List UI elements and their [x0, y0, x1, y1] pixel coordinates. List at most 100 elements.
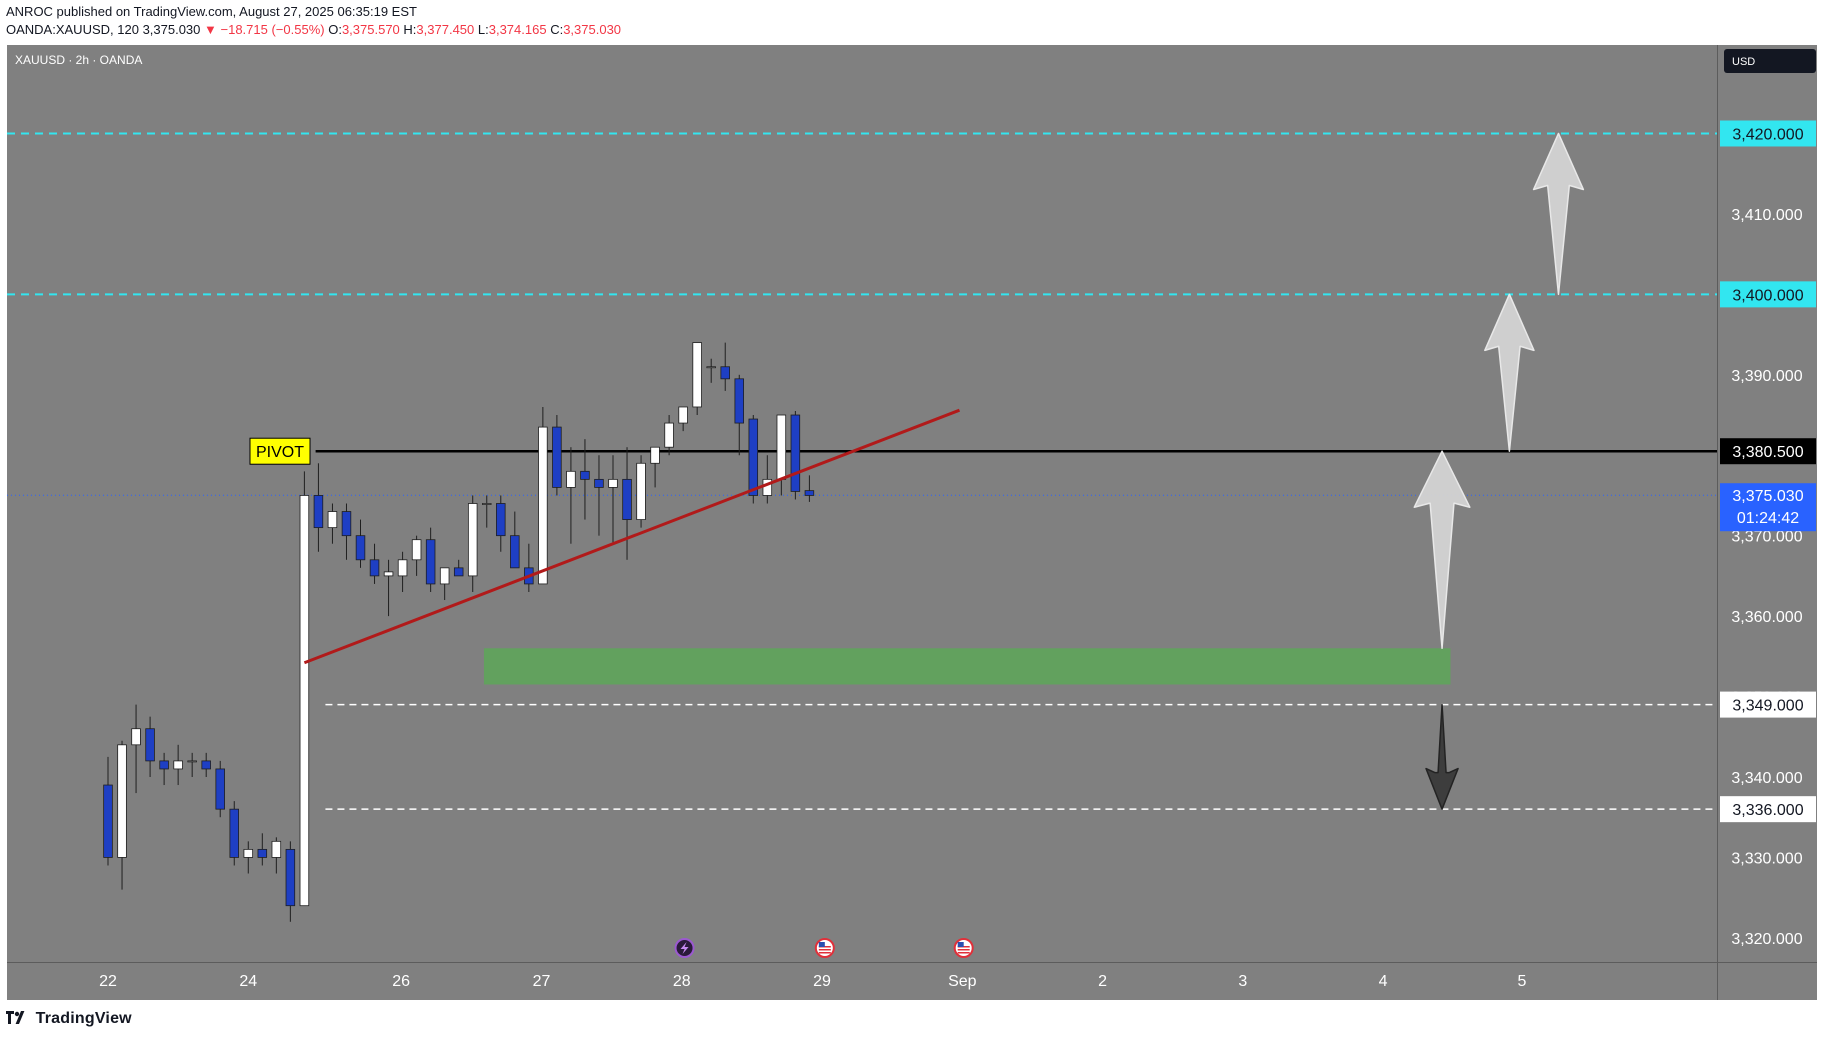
- candle[interactable]: [145, 728, 155, 762]
- publisher-line: ANROC published on TradingView.com, Augu…: [6, 4, 417, 19]
- candle[interactable]: [467, 503, 478, 577]
- candle[interactable]: [622, 478, 632, 520]
- candle[interactable]: [103, 784, 113, 858]
- x-tick-label: 3: [1238, 973, 1247, 990]
- down-arrow-3[interactable]: [1425, 703, 1459, 810]
- level-price-label: 3,349.000: [1732, 698, 1803, 715]
- candle[interactable]: [383, 571, 394, 577]
- candle[interactable]: [411, 539, 422, 561]
- candle[interactable]: [215, 768, 225, 810]
- candle[interactable]: [313, 495, 324, 529]
- candle[interactable]: [678, 406, 688, 424]
- currency-label: USD: [1732, 56, 1755, 68]
- pivot-label-box[interactable]: [249, 437, 311, 465]
- candle[interactable]: [285, 848, 296, 907]
- tradingview-brand: TradingView: [35, 1010, 132, 1027]
- candle[interactable]: [594, 478, 604, 488]
- candle[interactable]: [706, 366, 716, 369]
- open-label: O:: [328, 22, 342, 37]
- candle[interactable]: [538, 426, 548, 585]
- bar-countdown: 01:24:42: [1737, 510, 1799, 527]
- x-tick-label: 24: [239, 973, 257, 990]
- candle[interactable]: [650, 446, 660, 464]
- candle[interactable]: [734, 378, 745, 424]
- close-value: 3,375.030: [563, 22, 622, 37]
- candle[interactable]: [608, 478, 618, 488]
- candle[interactable]: [369, 559, 380, 577]
- candle[interactable]: [341, 511, 352, 537]
- level-price-badge[interactable]: [1720, 796, 1816, 823]
- us-flag-icon[interactable]: [953, 938, 974, 958]
- candle[interactable]: [117, 744, 127, 858]
- high-label: H:: [403, 22, 417, 37]
- y-tick-label: 3,340.000: [1731, 770, 1802, 787]
- tradingview-logo-icon: [6, 1010, 33, 1027]
- flag-stripe: [818, 952, 831, 954]
- candle[interactable]: [257, 848, 268, 858]
- candle[interactable]: [636, 462, 646, 520]
- low-value: 3,374.165: [488, 22, 547, 37]
- candle[interactable]: [243, 848, 254, 858]
- trendline[interactable]: [303, 408, 961, 665]
- x-tick-label: 27: [533, 973, 551, 990]
- last-price: 3,375.030: [142, 22, 201, 37]
- flag-stripe: [957, 952, 970, 954]
- symbol-line: OANDA:XAUUSD, 120: [6, 22, 139, 37]
- candle[interactable]: [425, 539, 436, 585]
- candle[interactable]: [131, 728, 141, 746]
- candle[interactable]: [355, 535, 366, 561]
- candle[interactable]: [271, 840, 282, 858]
- candle[interactable]: [482, 503, 492, 505]
- level-price-badge[interactable]: [1720, 691, 1816, 718]
- candle[interactable]: [439, 567, 450, 585]
- candle[interactable]: [327, 511, 338, 529]
- close-label: C:: [550, 22, 564, 37]
- us-flag-icon[interactable]: [814, 938, 835, 958]
- x-tick-label: 22: [99, 973, 117, 990]
- candle[interactable]: [664, 422, 674, 448]
- candle[interactable]: [453, 567, 464, 577]
- candle[interactable]: [229, 808, 240, 858]
- y-tick-label: 3,410.000: [1731, 207, 1802, 224]
- candle[interactable]: [299, 495, 310, 907]
- level-price-badge[interactable]: [1720, 438, 1816, 465]
- x-tick-label: 5: [1518, 973, 1527, 990]
- flag-stripe: [818, 949, 831, 951]
- x-tick-label: Sep: [948, 973, 977, 990]
- x-tick-label: 29: [813, 973, 831, 990]
- up-arrow-2[interactable]: [1532, 132, 1585, 296]
- tradingview-logo[interactable]: TradingView: [6, 1010, 132, 1028]
- candle[interactable]: [510, 535, 520, 569]
- level-price-label: 3,420.000: [1732, 126, 1803, 143]
- candle[interactable]: [159, 760, 169, 770]
- pivot-label: PIVOT: [256, 444, 304, 461]
- level-price-label: 3,380.500: [1732, 444, 1803, 461]
- candle[interactable]: [201, 760, 211, 770]
- candle[interactable]: [804, 490, 815, 496]
- flag-canton: [957, 942, 964, 947]
- candle[interactable]: [187, 760, 197, 763]
- currency-badge[interactable]: [1724, 49, 1816, 73]
- x-tick-label: 26: [392, 973, 410, 990]
- up-arrow-1[interactable]: [1484, 293, 1535, 452]
- up-arrow-0[interactable]: [1413, 450, 1471, 650]
- candle[interactable]: [566, 470, 576, 488]
- candle[interactable]: [748, 418, 759, 496]
- level-price-badge[interactable]: [1720, 120, 1816, 147]
- current-price-badge[interactable]: [1720, 483, 1816, 532]
- candle[interactable]: [580, 470, 590, 480]
- candle[interactable]: [173, 760, 183, 770]
- candle[interactable]: [552, 426, 562, 488]
- chart-header: ANROC published on TradingView.com, Augu…: [6, 4, 621, 38]
- demand-zone[interactable]: [483, 648, 1451, 685]
- level-price-badge[interactable]: [1720, 281, 1816, 308]
- candle[interactable]: [496, 503, 506, 537]
- candle[interactable]: [692, 342, 702, 408]
- x-tick-label: 4: [1379, 973, 1388, 990]
- candle[interactable]: [720, 366, 730, 380]
- candle[interactable]: [776, 414, 787, 480]
- candle[interactable]: [790, 414, 801, 492]
- candle[interactable]: [397, 559, 408, 577]
- y-tick-label: 3,320.000: [1731, 931, 1802, 948]
